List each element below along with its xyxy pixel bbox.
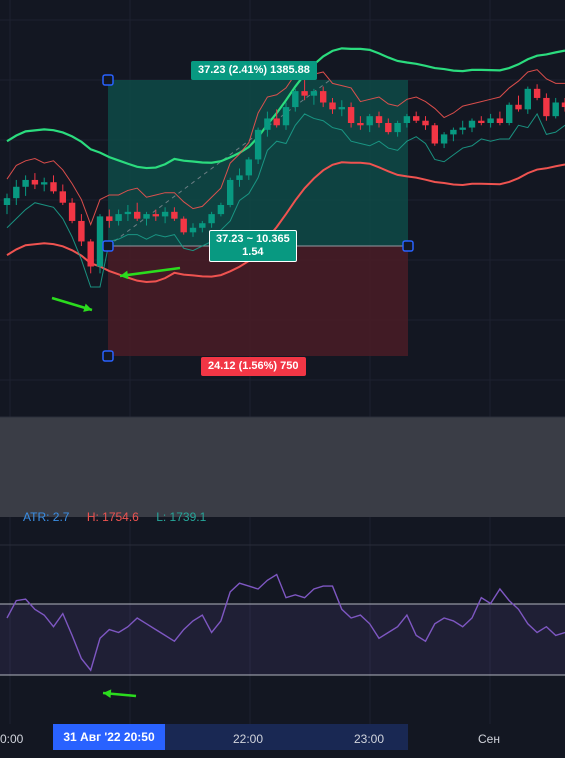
trend-dashed-line <box>107 79 331 247</box>
candle-body-15 <box>143 214 150 219</box>
candle-body-24 <box>227 179 234 205</box>
candle-body-42 <box>394 123 401 133</box>
candle-body-43 <box>403 116 411 123</box>
candle-body-54 <box>506 104 513 123</box>
rsi-band <box>0 604 565 675</box>
loss-zone <box>108 246 408 356</box>
candle-body-16 <box>152 214 159 217</box>
position-handle-1 <box>102 240 114 252</box>
atr-low-value: L: 1739.1 <box>156 510 207 524</box>
candle-body-47 <box>440 134 448 144</box>
candle-body-22 <box>208 214 215 224</box>
candle-body-44 <box>413 116 420 121</box>
candle-body-50 <box>468 120 476 128</box>
candle-body-48 <box>450 129 457 135</box>
candle-body-27 <box>254 129 262 160</box>
position-handle-3 <box>402 240 414 252</box>
candle-body-36 <box>338 107 345 110</box>
candle-body-30 <box>282 107 290 126</box>
candle-body-13 <box>124 211 132 215</box>
candle-body-11 <box>106 216 113 221</box>
time-range-highlight <box>165 724 408 750</box>
candle-body-10 <box>96 216 104 267</box>
candle-body-37 <box>347 107 355 123</box>
candle-body-7 <box>68 202 76 221</box>
candle-body-14 <box>134 211 141 219</box>
candle-body-38 <box>357 123 364 126</box>
candle-body-40 <box>375 116 383 123</box>
upper-envelope-line <box>6 64 565 227</box>
candle-body-60 <box>561 102 565 108</box>
position-handle-0 <box>102 74 114 86</box>
risk-reward-line-1: 37.23 ~ 10.365 <box>216 233 290 245</box>
candle-body-49 <box>459 127 466 130</box>
candle-body-2 <box>22 179 29 187</box>
candle-body-51 <box>478 120 485 123</box>
lower-envelope-line <box>6 112 565 288</box>
candle-body-9 <box>87 241 94 267</box>
atr-value: ATR: 2.7 <box>23 510 70 524</box>
candle-body-59 <box>552 102 559 117</box>
time-tick-0: 0:00 <box>0 732 24 746</box>
candle-body-35 <box>329 102 336 110</box>
rsi-line <box>6 573 565 672</box>
candle-body-31 <box>292 91 299 108</box>
candle-body-58 <box>543 97 550 117</box>
candle-body-53 <box>496 118 504 123</box>
risk-reward-line-2: 1.54 <box>242 246 264 258</box>
atr-pane <box>0 417 565 517</box>
candle-body-34 <box>320 91 327 103</box>
stop-price-label: 24.12 (1.56%) 750 <box>201 357 306 376</box>
candle-body-41 <box>385 123 392 133</box>
candle-body-3 <box>31 179 39 185</box>
candle-body-46 <box>431 125 438 144</box>
candle-body-21 <box>199 223 206 228</box>
candle-body-45 <box>422 120 429 126</box>
time-tick-3: Сен <box>478 732 500 746</box>
candle-body-25 <box>236 175 243 180</box>
candle-body-4 <box>41 182 48 185</box>
arrow-rsi-head <box>103 689 112 699</box>
candle-body-20 <box>189 227 197 233</box>
candle-body-56 <box>524 88 531 110</box>
candle-body-18 <box>171 211 178 219</box>
candle-body-32 <box>301 91 308 96</box>
candle-body-52 <box>487 118 494 123</box>
position-handle-2 <box>102 350 114 362</box>
time-axis[interactable]: 0:00 22:00 23:00 Сен 31 Авг '22 20:50 <box>0 724 565 758</box>
candle-body-39 <box>366 116 373 126</box>
time-tick-2: 23:00 <box>354 732 385 746</box>
candle-body-26 <box>245 159 252 176</box>
cursor-time-label: 31 Авг '22 20:50 <box>53 724 165 750</box>
candle-body-12 <box>115 214 122 221</box>
atr-high-value: H: 1754.6 <box>86 510 139 524</box>
risk-reward-label: 37.23 ~ 10.365 1.54 <box>209 230 297 262</box>
arrow-entry-head <box>120 270 129 280</box>
time-tick-1: 22:00 <box>233 732 264 746</box>
candle-body-17 <box>161 211 169 217</box>
candle-body-8 <box>78 220 85 242</box>
candle-body-29 <box>273 118 280 126</box>
candle-body-19 <box>180 218 187 233</box>
candle-body-55 <box>515 104 522 110</box>
target-price-label: 37.23 (2.41%) 1385.88 <box>191 61 317 80</box>
candle-body-28 <box>264 118 271 130</box>
candle-body-0 <box>3 198 11 205</box>
arrow-entry-shaft <box>119 266 181 278</box>
chart-canvas[interactable] <box>0 0 565 724</box>
candle-body-6 <box>59 191 66 203</box>
candle-body-1 <box>13 186 20 199</box>
upper-band-line <box>6 47 565 170</box>
candle-body-5 <box>50 182 57 192</box>
atr-legend: ATR: 2.7 H: 1754.6 L: 1739.1 <box>23 510 220 524</box>
arrow-left-head <box>83 303 92 312</box>
candle-body-57 <box>533 88 541 98</box>
candle-body-23 <box>217 205 225 215</box>
candle-body-33 <box>310 91 318 96</box>
